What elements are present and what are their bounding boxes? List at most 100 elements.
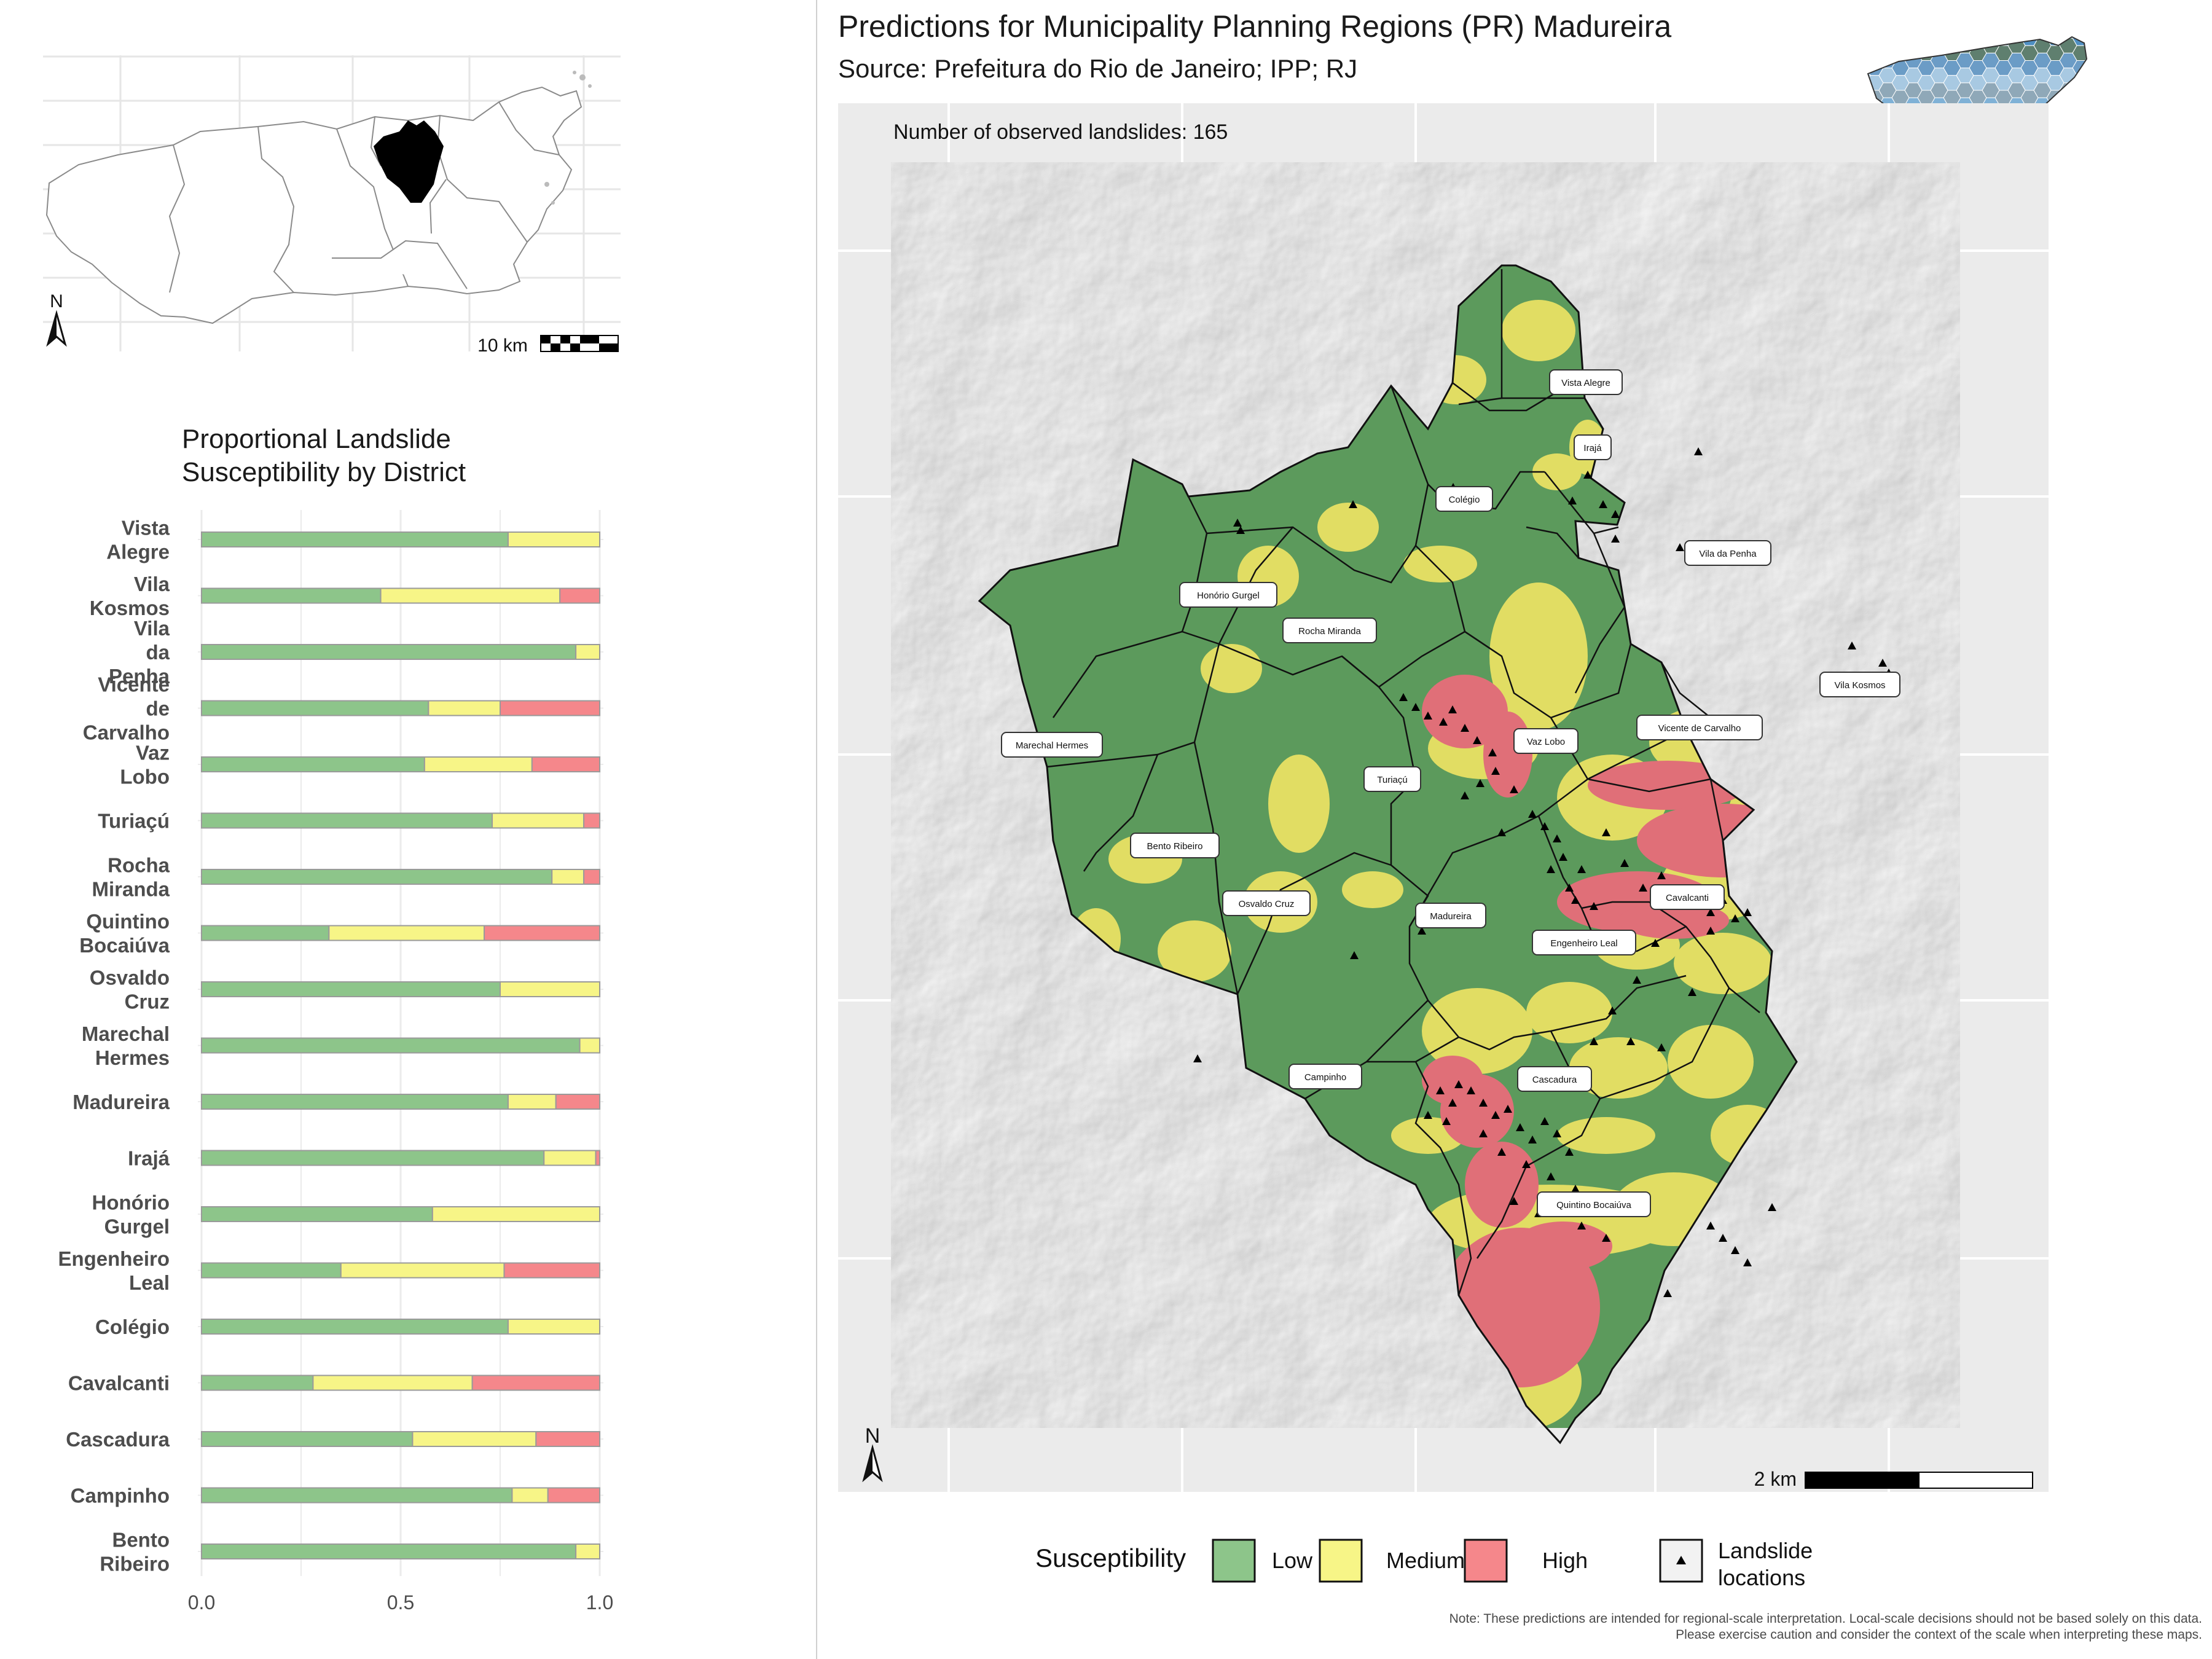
label-madureira: Madureira [1430, 911, 1472, 922]
bar-segment-medium [431, 1206, 601, 1222]
label-vaz-lobo: Vaz Lobo [1527, 737, 1565, 747]
inset-locator-map: N 10 km [43, 55, 621, 356]
bar-segment-high [583, 869, 601, 885]
hex-cell [2098, 105, 2114, 120]
landslide-triangle-icon [1676, 1556, 1686, 1564]
y-tick-label: Leal [129, 1271, 170, 1294]
legend-title: Susceptibility [1035, 1543, 1186, 1572]
bar-segment-medium [428, 700, 501, 716]
hex-cell [1930, 37, 1948, 53]
hex-cell [2085, 68, 2087, 84]
hex-cell [1868, 82, 1871, 98]
hex-cell [2098, 135, 2114, 147]
hex-cell [2098, 90, 2114, 105]
y-tick-label: Gurgel [104, 1215, 170, 1238]
label-rocha-miranda: Rocha Miranda [1298, 626, 1361, 637]
inset-city-outline [45, 86, 582, 324]
bar-segment-medium [543, 1150, 597, 1166]
hex-cell [2085, 112, 2087, 128]
bar-segment-medium [312, 1375, 473, 1391]
y-tick-label: Vista [122, 517, 170, 539]
bar-segment-high [595, 1150, 601, 1166]
bar-segment-low [201, 1206, 433, 1222]
susceptibility-bar-chart: VistaAlegreVilaKosmosViladaPenhaVicented… [58, 510, 613, 1614]
bar-segment-high [559, 587, 601, 604]
chart-title-line2: Susceptibility by District [182, 457, 466, 487]
hex-cell [2072, 104, 2087, 120]
hex-cell [2072, 75, 2087, 91]
label-honorio-gurgel: Honório Gurgel [1197, 590, 1260, 601]
chart-title-line1: Proportional Landslide [182, 424, 451, 454]
hex-cell [1930, 37, 1948, 39]
bar-segment-high [500, 700, 600, 716]
hex-cell [1868, 37, 1884, 46]
bar-segment-low [201, 1037, 581, 1054]
bar-segment-low [201, 925, 330, 941]
y-tick-label: Miranda [92, 878, 170, 901]
bar-segment-medium [492, 812, 585, 829]
y-tick-label: Vaz [136, 742, 170, 764]
y-tick-label: Osvaldo [90, 967, 170, 989]
y-tick-label: Vila [134, 617, 170, 640]
hex-cell [2098, 120, 2114, 135]
bar-segment-low [201, 981, 501, 997]
label-vicente-de-carvalho: Vicente de Carvalho [1658, 723, 1741, 734]
bar-segment-medium [423, 756, 533, 772]
y-tick-label: Cruz [125, 990, 170, 1013]
label-engenheiro-leal: Engenheiro Leal [1550, 938, 1617, 949]
hex-cell [2098, 61, 2114, 76]
legend-label-low: Low [1272, 1548, 1313, 1573]
hex-cell [2059, 37, 2077, 39]
bar-segment-low [201, 1262, 342, 1279]
bar-segment-medium [380, 587, 561, 604]
legend-swatch-medium [1319, 1539, 1363, 1583]
main-map: Vista Alegre Irajá Colégio Vila da Penha… [838, 103, 2049, 1492]
y-tick-label: Colégio [95, 1316, 170, 1338]
x-tick-label: 1.0 [586, 1591, 613, 1614]
legend-landslide-line2: locations [1718, 1565, 1805, 1590]
bar-segment-medium [500, 981, 600, 997]
bar-segment-low [201, 531, 509, 547]
label-bento-ribeiro: Bento Ribeiro [1147, 841, 1203, 852]
hex-cell [1868, 52, 1871, 69]
bar-segment-medium [575, 644, 600, 660]
bar-segment-low [201, 756, 425, 772]
label-osvaldo-cruz: Osvaldo Cruz [1239, 899, 1295, 909]
hex-cell [1969, 37, 1987, 46]
hex-cell [2046, 135, 2065, 139]
district-label-boxes [1001, 369, 1900, 1217]
hex-cell [1868, 37, 1871, 39]
bar-segment-high [503, 1262, 600, 1279]
legend-swatch-high [1464, 1539, 1508, 1583]
map-title: Predictions for Municipality Planning Re… [838, 9, 1672, 44]
y-tick-label: Quintino [86, 910, 170, 933]
bar-segment-high [471, 1375, 601, 1391]
y-tick-label: Marechal [82, 1022, 170, 1045]
hex-cell [1917, 37, 1936, 46]
hex-cell [2060, 143, 2077, 147]
bar-segment-low [201, 1543, 577, 1559]
hex-cell [1904, 37, 1923, 53]
hex-cell [2072, 120, 2087, 136]
hex-cell [2059, 112, 2077, 128]
hex-cell [2085, 52, 2087, 69]
y-tick-label: Vicente [98, 673, 170, 696]
y-tick-label: Hermes [95, 1046, 170, 1069]
hex-cell [2059, 97, 2077, 113]
bar-segment-medium [507, 531, 601, 547]
left-panel: N 10 km Proportional Landslide Susceptib… [0, 0, 817, 1659]
hex-cell [1891, 45, 1910, 61]
y-tick-label: Penha [109, 665, 170, 688]
label-quintino-bocaiuva: Quintino Bocaiúva [1556, 1200, 1631, 1210]
y-tick-label: Madureira [73, 1091, 170, 1113]
x-tick-label: 0.5 [387, 1591, 414, 1614]
hex-cell [1982, 37, 2000, 39]
bar-segment-low [201, 869, 553, 885]
bar-segment-medium [551, 869, 585, 885]
hex-cell [2033, 37, 2052, 39]
y-tick-label: Bocaiúva [79, 934, 170, 957]
y-tick-label: Alegre [106, 541, 170, 563]
label-vila-da-penha: Vila da Penha [1699, 549, 1757, 559]
legend-landslide-line1: Landslide [1718, 1538, 1813, 1563]
right-panel: Predictions for Municipality Planning Re… [817, 0, 2212, 1659]
